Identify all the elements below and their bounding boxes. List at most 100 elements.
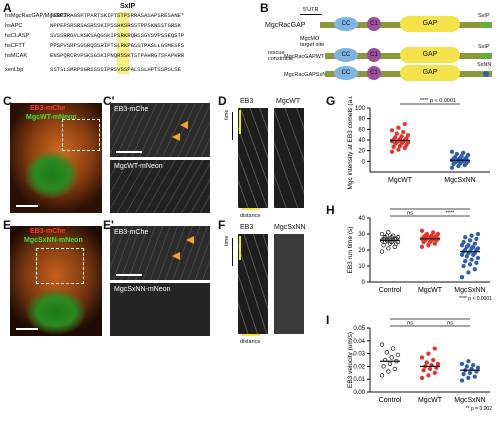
time-arrow-d bbox=[232, 112, 233, 140]
c1-domain-sxnn: C1 bbox=[367, 66, 381, 80]
y-tick-label: 0 bbox=[362, 280, 366, 286]
kymograph-mgcwt bbox=[274, 108, 304, 208]
sequence-row: PPSPVSRPSGSRQSSRIPTSLRKPGSSTPASLLGSMESFS bbox=[50, 42, 185, 49]
data-point bbox=[475, 365, 481, 370]
panel-label-G: G bbox=[326, 94, 336, 108]
data-point bbox=[432, 370, 437, 375]
data-point bbox=[472, 241, 477, 246]
sequence-row: SVSSRRGVLKSKSAQGSKIPSRKRQHSSGVSVPSSEQSTP bbox=[50, 32, 185, 39]
data-point bbox=[389, 355, 394, 360]
significance-label: ns bbox=[407, 211, 413, 217]
time-scale-bar-f bbox=[239, 236, 241, 260]
c1-domain-wt: C1 bbox=[367, 48, 381, 62]
arrowhead-4-icon bbox=[172, 252, 180, 260]
y-axis-label: EB3 run time (s) bbox=[347, 227, 354, 274]
zoom-region-box-e bbox=[36, 248, 84, 284]
distance-scale-bar-d bbox=[242, 208, 260, 210]
utr-label: 5'UTR bbox=[303, 7, 319, 13]
sequence-name: hsAPC bbox=[5, 23, 23, 29]
kymo-label-eb3-d: EB3 bbox=[240, 98, 254, 105]
data-point bbox=[389, 149, 395, 154]
sxip-highlight-column bbox=[117, 12, 129, 74]
label-eb3-zoom-c: EB3-mChe bbox=[114, 106, 149, 113]
scale-bar-cp bbox=[116, 151, 142, 153]
significance-label: ns bbox=[447, 321, 453, 327]
data-point bbox=[463, 259, 468, 264]
data-point bbox=[454, 151, 459, 157]
x-category-label: Control bbox=[379, 397, 402, 404]
data-point bbox=[419, 228, 425, 233]
data-point bbox=[391, 233, 396, 238]
y-tick-label: 0.00 bbox=[353, 390, 365, 396]
y-tick-label: 20 bbox=[358, 149, 365, 155]
data-point bbox=[386, 230, 391, 235]
panel-label-Cp: C' bbox=[103, 94, 115, 108]
construct-sxnn-label: MgcRacGAPSxNN bbox=[284, 72, 331, 78]
sxnn-site bbox=[483, 71, 489, 77]
data-point bbox=[386, 246, 391, 251]
cc-domain-sxnn: CC bbox=[334, 66, 358, 80]
mgc-channel-zoom-c: MgcWT-mNeon bbox=[110, 160, 210, 213]
sequence-name: hsMgcRacGAP/MgcGC2 bbox=[5, 13, 67, 19]
data-point bbox=[459, 275, 465, 280]
data-point bbox=[466, 270, 471, 275]
sequence-name: hsCFTT bbox=[5, 43, 26, 49]
panel-label-B: B bbox=[260, 1, 269, 15]
data-point bbox=[474, 260, 479, 265]
sequence-row: TENPTRAGSPTPARTSKIPTSTPSRRASASAPSRESANE* bbox=[50, 12, 185, 19]
distance-label-d: distance bbox=[240, 213, 261, 219]
y-axis-label: EB3 velocity (um/s) bbox=[347, 332, 354, 388]
eb3-channel-zoom-c: EB3-mChe bbox=[110, 103, 210, 157]
y-tick-label: 30 bbox=[358, 232, 365, 238]
data-point bbox=[431, 230, 436, 235]
data-point bbox=[474, 236, 479, 241]
y-tick-label: 0.01 bbox=[353, 377, 365, 383]
data-point bbox=[386, 369, 391, 374]
cell-image-mgcwt: EB3-mChe MgcWT-mNeon bbox=[10, 103, 102, 213]
data-point bbox=[475, 231, 481, 237]
data-point bbox=[459, 378, 465, 383]
data-point bbox=[396, 147, 401, 152]
y-tick-label: 0.05 bbox=[353, 326, 365, 332]
panel-label-E: E bbox=[3, 218, 12, 232]
kymo-label-mgcsxnn: MgcSxNN bbox=[274, 224, 306, 231]
data-point bbox=[449, 165, 455, 170]
x-category-label: MgcSxNN bbox=[454, 287, 486, 294]
morpholino-label: MgcMO target site bbox=[300, 36, 325, 48]
y-tick-label: 80 bbox=[358, 117, 365, 123]
data-point bbox=[394, 131, 399, 136]
time-axis-label-d: time bbox=[224, 109, 230, 120]
eb3-channel-zoom-e: EB3-mChe bbox=[110, 226, 210, 280]
y-tick-label: 40 bbox=[358, 216, 365, 222]
distance-scale-bar-f bbox=[242, 334, 260, 336]
kymograph-eb3-d bbox=[238, 108, 268, 208]
y-tick-label: 0.04 bbox=[353, 339, 365, 345]
data-point bbox=[467, 262, 473, 267]
data-point bbox=[393, 135, 398, 140]
data-point bbox=[432, 346, 437, 351]
data-point bbox=[426, 373, 431, 378]
data-point bbox=[384, 350, 389, 355]
construct-wt-label: MgcRacGAPWT bbox=[284, 54, 325, 60]
panel-label-C: C bbox=[3, 94, 12, 108]
data-point bbox=[435, 231, 441, 237]
p-value-footnote: ** p = 0.002 bbox=[466, 406, 492, 412]
p-value-footnote: **** p < 0.0001 bbox=[459, 296, 492, 302]
zoom-region-box bbox=[62, 119, 100, 151]
arrowhead-2-icon bbox=[172, 133, 180, 141]
panel-label-Ep: E' bbox=[103, 218, 114, 232]
data-point bbox=[379, 373, 385, 378]
label-eb3-red: EB3-mChe bbox=[30, 105, 66, 112]
data-point bbox=[466, 375, 471, 381]
data-point bbox=[395, 235, 401, 240]
data-point bbox=[405, 133, 411, 138]
x-category-label: MgcWT bbox=[418, 397, 443, 404]
y-tick-label: 10 bbox=[358, 264, 365, 270]
sxip-label-top: SxIP bbox=[478, 13, 490, 19]
data-point bbox=[419, 355, 425, 360]
label-eb3-red-e: EB3-mChe bbox=[30, 228, 66, 235]
cc-domain-wt: CC bbox=[334, 48, 358, 62]
sequence-row: SSTSLSMRPSGRSSSSIPRSVSSPALSSLHPTSSPSLSE bbox=[50, 66, 181, 73]
sxip-site-top bbox=[483, 22, 489, 28]
